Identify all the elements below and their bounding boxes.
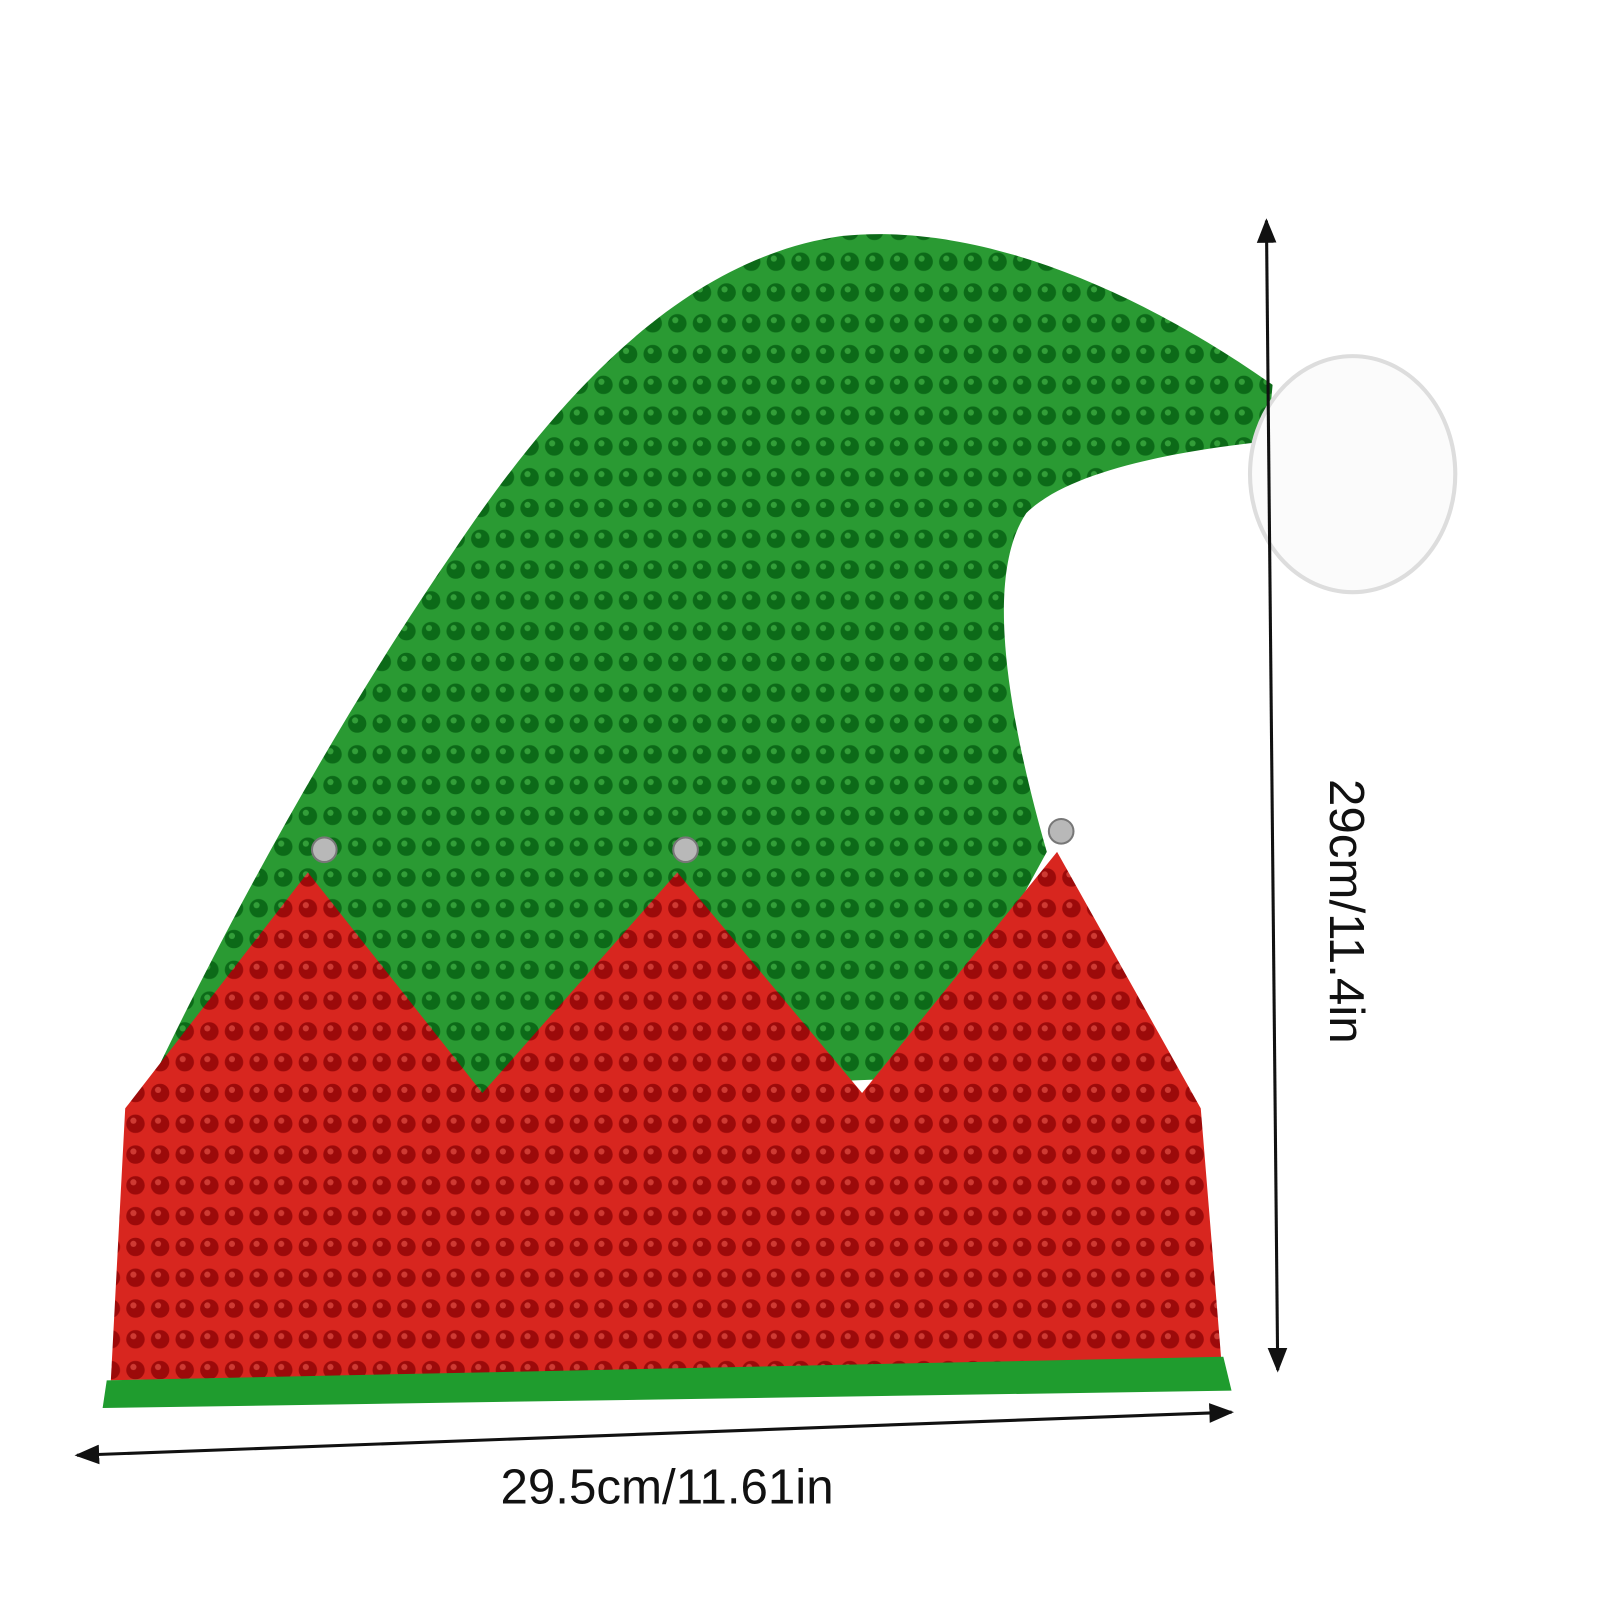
pompom (1247, 354, 1458, 595)
width-label: 29.5cm/11.61in (501, 1460, 834, 1515)
hat-red (110, 851, 1222, 1381)
height-label: 29cm/11.4in (1319, 779, 1374, 1044)
hat-green (143, 234, 1273, 1109)
height-arrow (1256, 218, 1288, 1373)
hat (102, 234, 1458, 1409)
bells (310, 817, 1075, 864)
width-arrow (74, 1403, 1234, 1465)
hat-trim (102, 1356, 1232, 1409)
